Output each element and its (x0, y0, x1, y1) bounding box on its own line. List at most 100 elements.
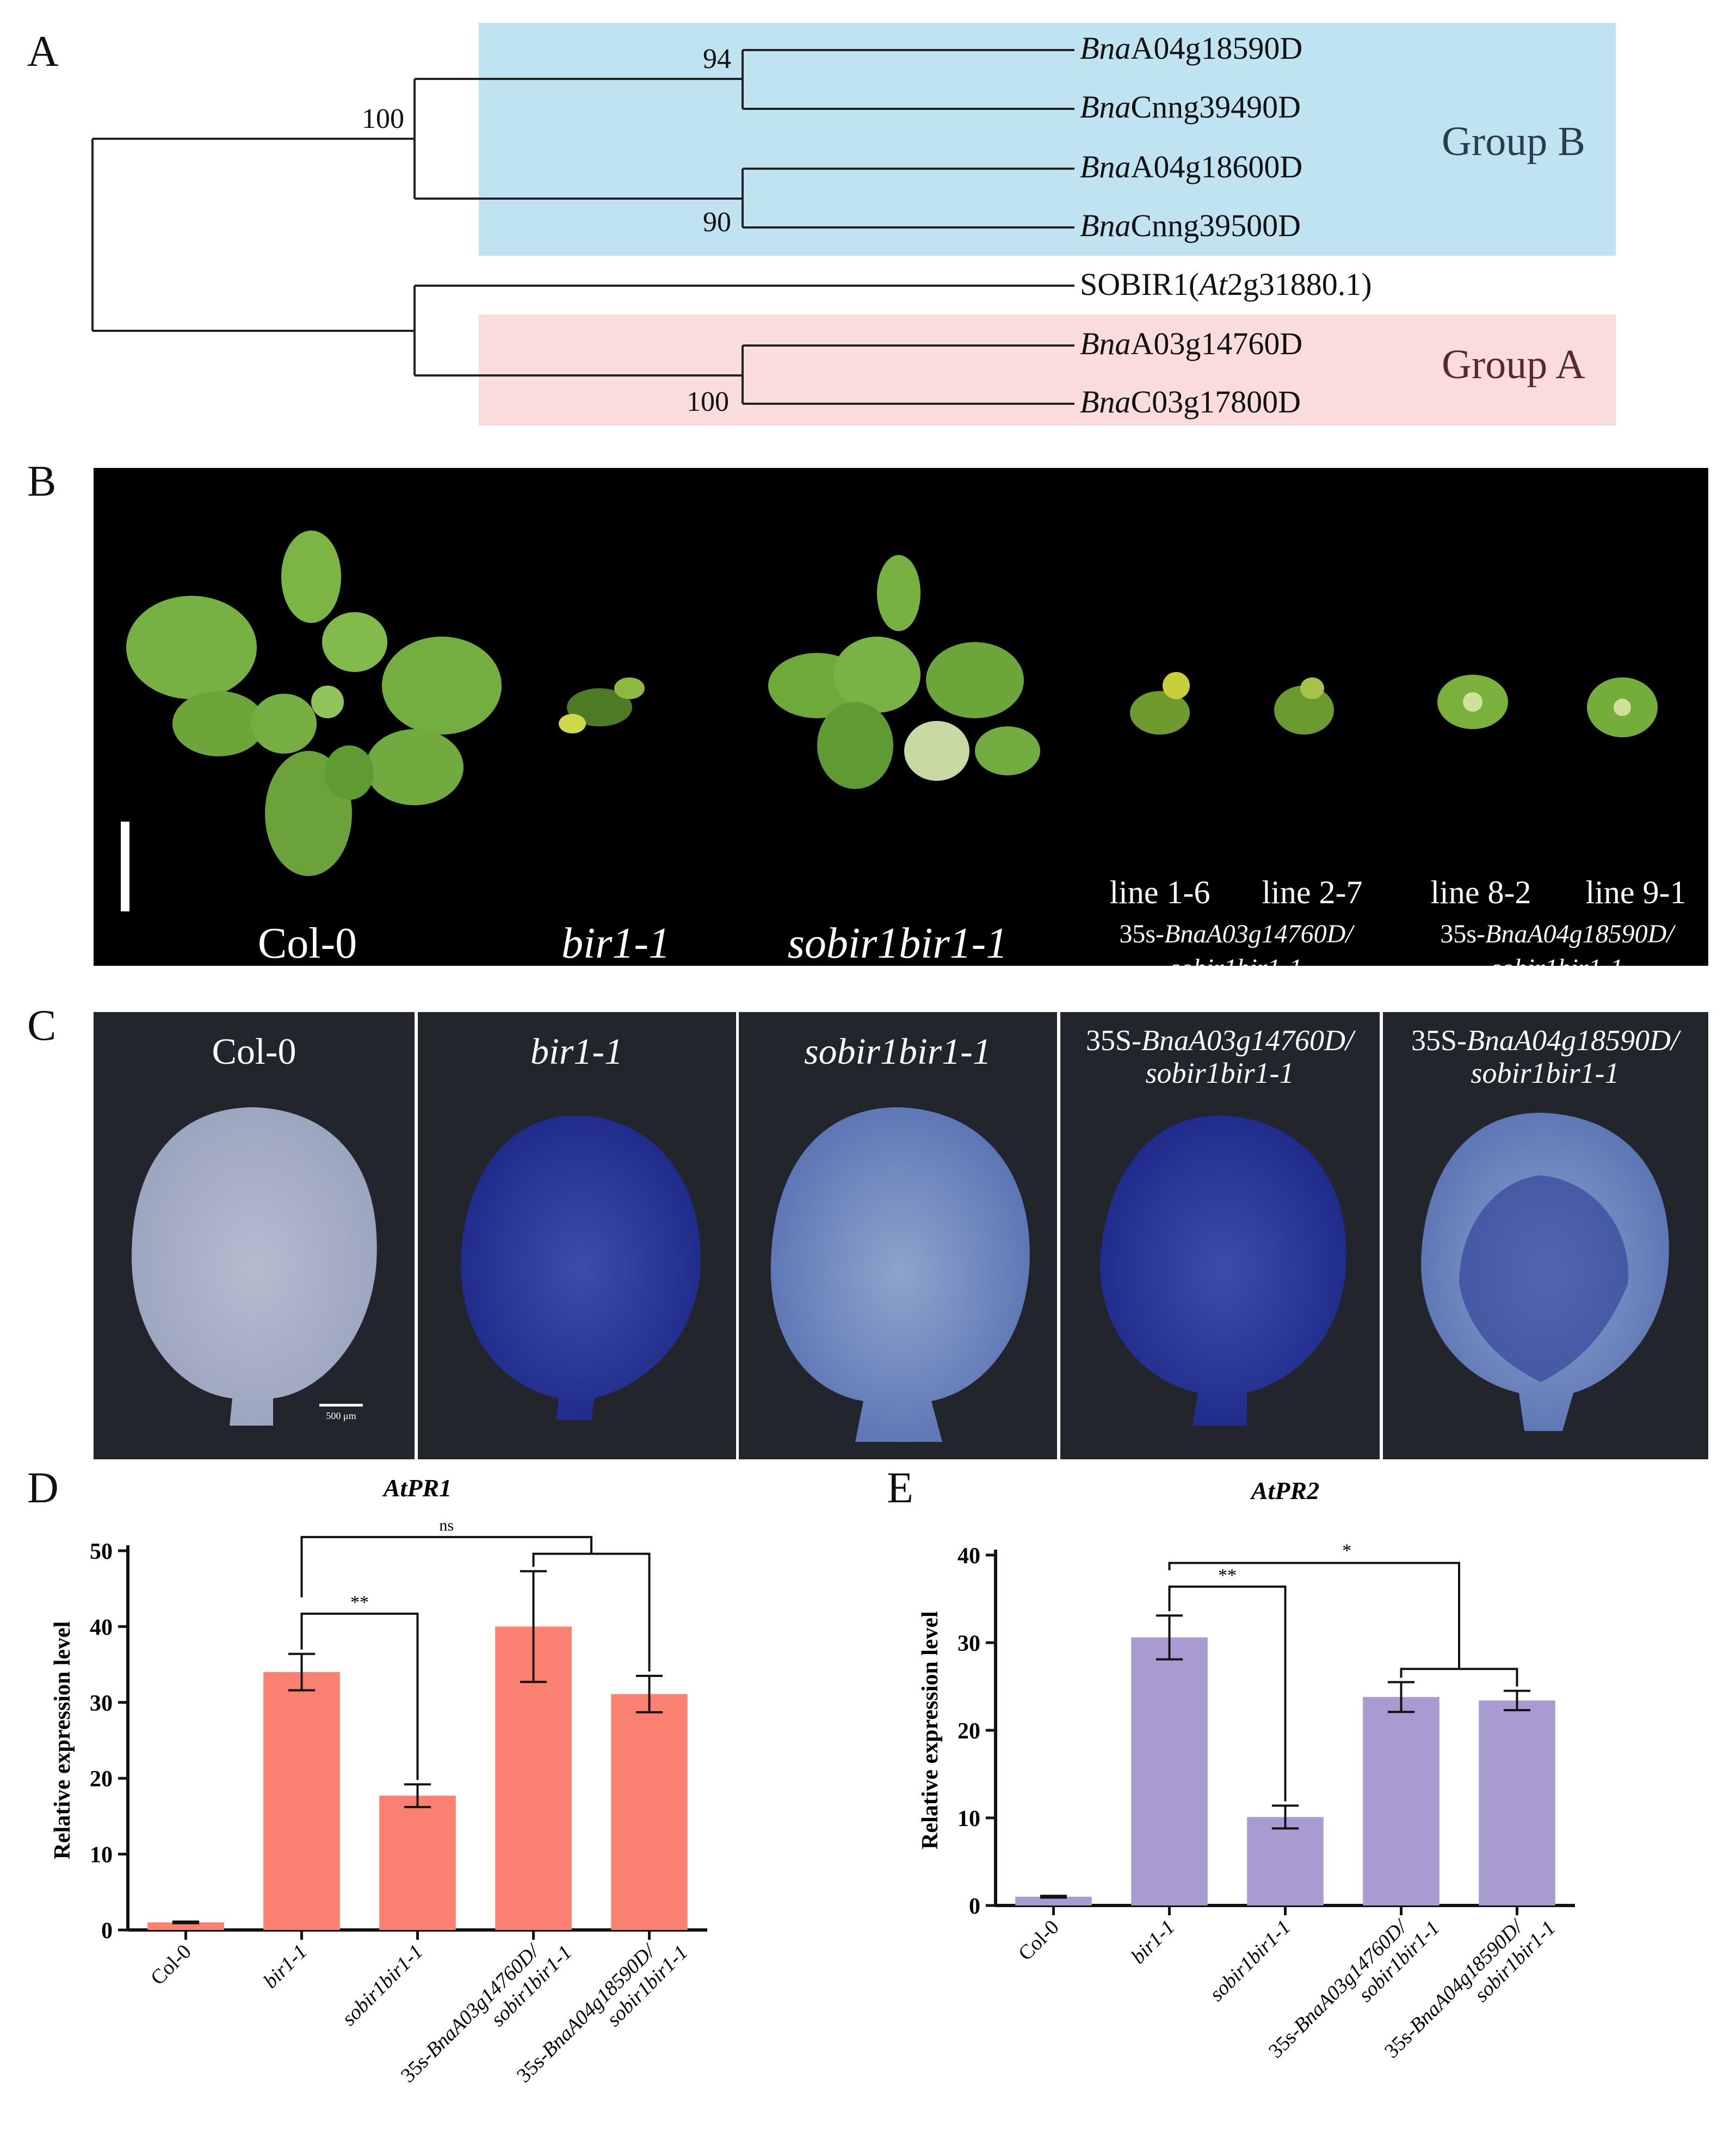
leaf-cell-35s-a03 (1060, 1012, 1380, 1459)
construct-label: 35s-BnaA04g18590D/ (1440, 920, 1676, 948)
line-9-1-rosette (1587, 677, 1658, 737)
leaf-label: SOBIR1(At2g31880.1) (1080, 267, 1372, 302)
genotype-label: sobir1bir1-1 (788, 920, 1008, 966)
x-tick-label: Col-0 (1014, 1916, 1064, 1965)
genotype-label: bir1-1 (561, 920, 670, 966)
leaf-cell-sobir1bir1 (739, 1012, 1057, 1459)
plant-photo: Col-0 bir1-1 sobir1bir1-1 line 1-6 line … (94, 468, 1708, 966)
x-tick-label-text: sobir1bir1-1 (337, 1940, 428, 2031)
bootstrap-value: 94 (703, 44, 731, 75)
x-tick-label-text: Col-0 (1014, 1916, 1064, 1965)
group-b-highlight (479, 23, 1616, 256)
scale-bar (121, 822, 129, 911)
group-a-highlight (479, 314, 1616, 425)
bootstrap-value: 100 (687, 386, 729, 417)
y-tick-label: 40 (90, 1615, 113, 1640)
line-8-2-rosette (1437, 675, 1508, 729)
y-axis-label: Relative expression level (918, 1611, 943, 1849)
bar (1363, 1697, 1440, 1905)
genotype-label: Col-0 (258, 920, 357, 966)
significance-label: * (1342, 1540, 1351, 1561)
significance-bracket (1168, 1585, 1287, 1802)
x-tick-label: 35s-BnaA03g14760D/sobir1bir1-1 (1264, 1914, 1444, 2062)
line-2-7-rosette (1274, 677, 1334, 735)
chart-title: AtPR2 (1250, 1477, 1319, 1504)
leaf-staining-panel: 500 μm Col-0 bir1-1 sobir1bir1-1 35S-Bna… (94, 1012, 1708, 1459)
bir1-rosette (559, 677, 645, 733)
y-tick-label: 30 (957, 1631, 980, 1656)
y-tick-label: 30 (90, 1691, 113, 1716)
phylogenetic-tree: BnaA04g18590D BnaCnng39490D BnaA04g18600… (91, 23, 1616, 425)
significance-bracket (300, 1535, 592, 1598)
leaf-label: BnaCnng39490D (1080, 89, 1301, 125)
line-1-6-rosette (1130, 672, 1190, 735)
construct-label: sobir1bir1-1 (1170, 954, 1302, 966)
leaf-label: BnaA04g18590D (1080, 30, 1302, 66)
leaf-label: BnaA04g18600D (1080, 149, 1302, 184)
x-tick-label: sobir1bir1-1 (1205, 1916, 1295, 2006)
group-a-label: Group A (1442, 342, 1585, 387)
x-tick-label: sobir1bir1-1 (337, 1940, 428, 2031)
x-tick-label: bir1-1 (259, 1940, 312, 1993)
y-tick-label: 20 (957, 1719, 980, 1744)
x-tick-label-text: bir1-1 (259, 1940, 312, 1993)
leaf-cell-bir1 (418, 1012, 736, 1459)
leaf-label: sobir1bir1-1 (1471, 1057, 1619, 1089)
significance-bracket (1168, 1562, 1460, 1669)
y-tick-label: 50 (90, 1539, 113, 1564)
y-tick-label: 40 (957, 1544, 980, 1569)
col0-rosette (126, 531, 502, 876)
bar (1247, 1817, 1324, 1905)
construct-label: sobir1bir1-1 (1491, 954, 1623, 966)
y-tick-label: 0 (969, 1894, 980, 1919)
line-label: line 8-2 (1431, 874, 1531, 910)
line-label: line 1-6 (1110, 874, 1210, 910)
panel-label-c: C (27, 1002, 57, 1050)
leaf-cell-35s-a04 (1383, 1012, 1708, 1459)
leaf-label: 35S-BnaA04g18590D/ (1411, 1024, 1682, 1057)
scale-bar (319, 1404, 363, 1407)
line-label: line 9-1 (1586, 874, 1686, 910)
panel-label-b: B (27, 458, 57, 505)
leaf-label: BnaCnng39500D (1080, 208, 1301, 243)
significance-label: ** (350, 1593, 369, 1613)
bar (147, 1922, 224, 1930)
y-axis-label: Relative expression level (50, 1621, 75, 1860)
leaf-label: 35S-BnaA03g14760D/ (1086, 1024, 1356, 1057)
significance-bracket (1400, 1668, 1518, 1687)
panel-label-d: D (27, 1464, 59, 1512)
y-tick-label: 0 (101, 1919, 113, 1944)
bar (611, 1694, 688, 1930)
significance-label: ** (1218, 1565, 1237, 1586)
construct-label: 35s-BnaA03g14760D/ (1119, 920, 1355, 948)
x-tick-label-text: bir1-1 (1127, 1916, 1179, 1969)
panel-label-a: A (27, 28, 59, 76)
bar (1015, 1896, 1092, 1905)
bar (379, 1796, 456, 1930)
bar (1479, 1700, 1555, 1905)
y-tick-label: 20 (90, 1767, 113, 1792)
bar (263, 1672, 340, 1930)
chart-title: AtPR1 (382, 1474, 452, 1502)
group-b-label: Group B (1442, 119, 1585, 164)
leaf-label: bir1-1 (530, 1031, 623, 1072)
x-tick-label: 35s-BnaA04g18590D/sobir1bir1-1 (1380, 1914, 1560, 2062)
bar-chart-atpr2: AtPR2 Relative expression level 0 10 20 30 40 C… (918, 1477, 1575, 2063)
sobir1bir1-rosette (768, 555, 1040, 789)
bar-chart-atpr1: AtPR1 Relative expression level 0 10 20 30 40 5… (50, 1474, 707, 2087)
leaf-cell-col0: 500 μm (94, 1012, 415, 1459)
x-tick-label: 35s-BnaA04g18590D/sobir1bir1-1 (512, 1939, 693, 2087)
significance-bracket (300, 1612, 419, 1780)
bar (1131, 1637, 1208, 1905)
leaf-label: BnaC03g17800D (1080, 384, 1301, 420)
leaf-label: BnaA03g14760D (1080, 326, 1302, 361)
significance-label: ns (439, 1516, 454, 1534)
y-tick-label: 10 (957, 1806, 980, 1831)
x-tick-label: Col-0 (146, 1940, 196, 1990)
x-tick-label-text: Col-0 (146, 1940, 196, 1990)
x-tick-label-text: sobir1bir1-1 (1205, 1916, 1295, 2006)
bootstrap-value: 100 (362, 103, 404, 134)
x-tick-label: bir1-1 (1127, 1916, 1179, 1969)
tree-branches (91, 49, 1074, 405)
leaf-label: sobir1bir1-1 (1145, 1057, 1294, 1089)
